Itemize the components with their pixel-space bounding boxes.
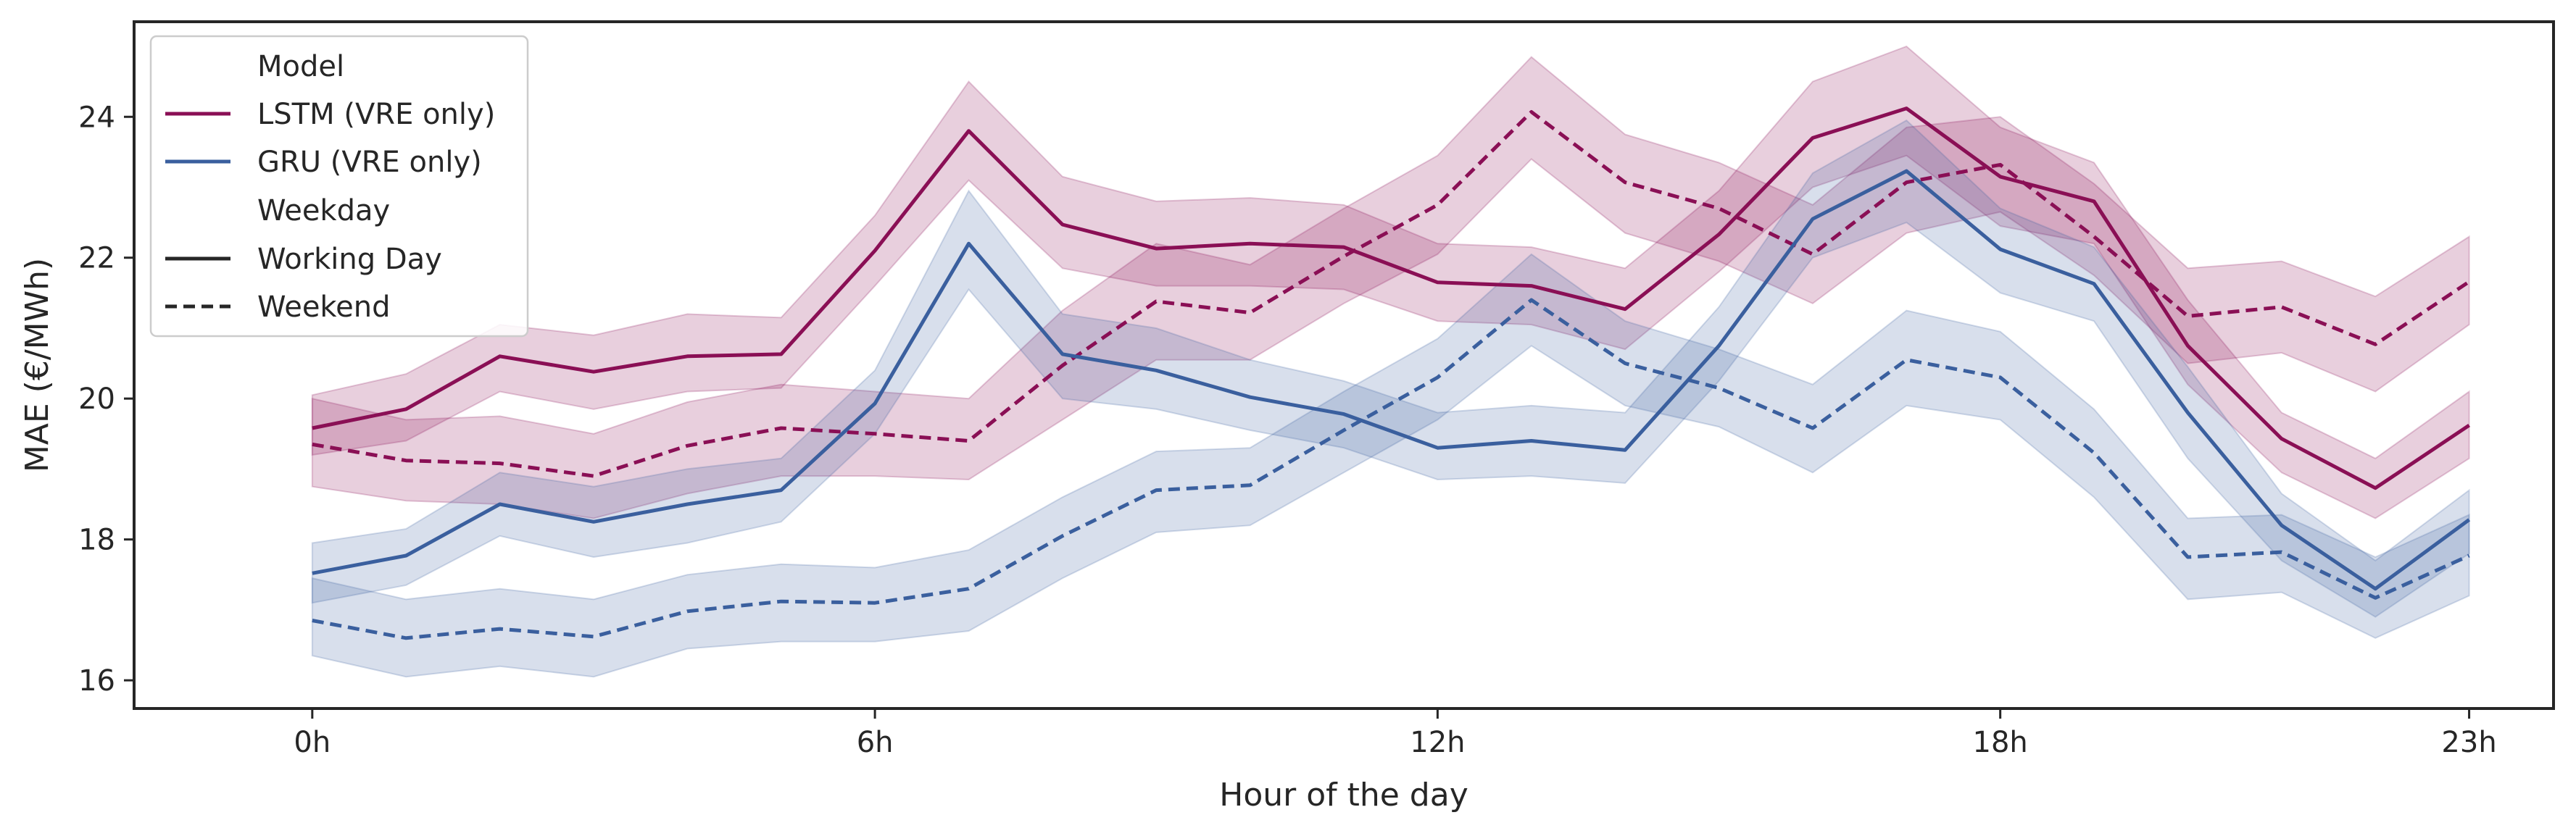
x-tick-label: 23h: [2441, 726, 2496, 759]
y-tick-label: 24: [78, 101, 115, 134]
y-axis-label: MAE (€/MWh): [19, 258, 56, 472]
axis-ticks: 0h 6h 12h 18h 23h 16 18 20 22 24: [78, 101, 2497, 759]
confidence-bands: [311, 45, 2470, 678]
legend-label-gru: GRU (VRE only): [257, 146, 482, 179]
line-gru-weekend: [312, 298, 2470, 640]
x-tick-label: 6h: [857, 726, 894, 759]
legend-box: [149, 35, 529, 338]
line-lstm-weekend: [312, 110, 2470, 478]
band-gru-weekend: [311, 253, 2470, 678]
x-axis-label: Hour of the day: [1219, 777, 1468, 814]
y-tick-label: 18: [78, 524, 115, 557]
x-tick-label: 18h: [1973, 726, 2028, 759]
band-lstm-working-day: [311, 45, 2470, 519]
legend-label-lstm: LSTM (VRE only): [257, 98, 495, 131]
legend-title-model: Model: [257, 50, 344, 83]
band-gru-working-day: [311, 119, 2470, 618]
y-tick-label: 20: [78, 383, 115, 416]
y-tick-label: 16: [78, 664, 115, 698]
legend-label-weekend: Weekend: [257, 290, 391, 324]
line-lstm-working-day: [312, 106, 2470, 490]
legend-title-weekday: Weekday: [257, 194, 390, 227]
plot-frame: [133, 20, 2555, 710]
x-tick-label: 12h: [1410, 726, 1465, 759]
line-gru-working-day: [312, 169, 2471, 591]
band-lstm-weekend: [311, 56, 2470, 519]
series-lines: [312, 106, 2471, 640]
legend: Model LSTM (VRE only) GRU (VRE only) Wee…: [149, 35, 529, 338]
legend-label-working-day: Working Day: [257, 243, 442, 276]
x-tick-label: 0h: [294, 726, 331, 759]
y-tick-label: 22: [78, 242, 115, 275]
